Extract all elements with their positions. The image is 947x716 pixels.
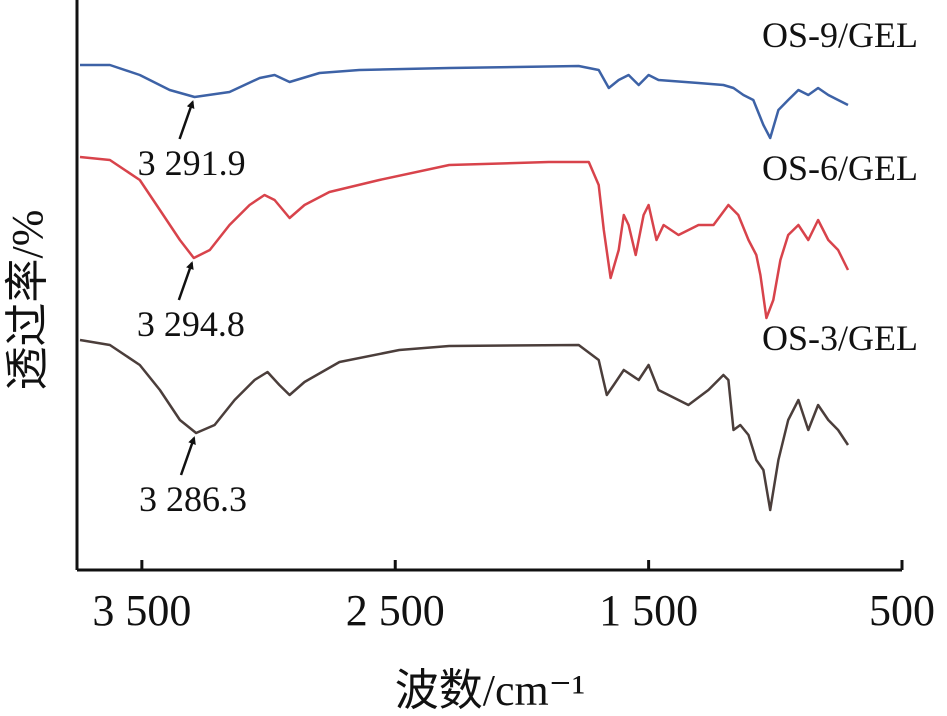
series-label: OS-3/GEL [762, 318, 918, 358]
series-label: OS-6/GEL [762, 148, 918, 188]
x-axis-label: 波数/cm⁻¹ [395, 666, 585, 715]
peak-label: 3 291.9 [138, 143, 246, 183]
peak-arrow [179, 436, 196, 476]
peak-arrow [177, 261, 194, 301]
x-tick-label: 3 500 [92, 586, 191, 635]
x-tick-label: 1 500 [599, 586, 698, 635]
x-tick-label: 2 500 [346, 586, 445, 635]
peak-label: 3 286.3 [139, 479, 247, 519]
spectrum-line [79, 155, 850, 320]
x-tick-label: 500 [869, 586, 935, 635]
y-axis-label: 透过率/% [3, 210, 52, 391]
spectrum-line [80, 63, 849, 140]
peak-label: 3 294.8 [137, 304, 245, 344]
series-label: OS-9/GEL [762, 15, 918, 55]
peak-arrow [178, 100, 195, 140]
spectrum-line [79, 338, 850, 512]
